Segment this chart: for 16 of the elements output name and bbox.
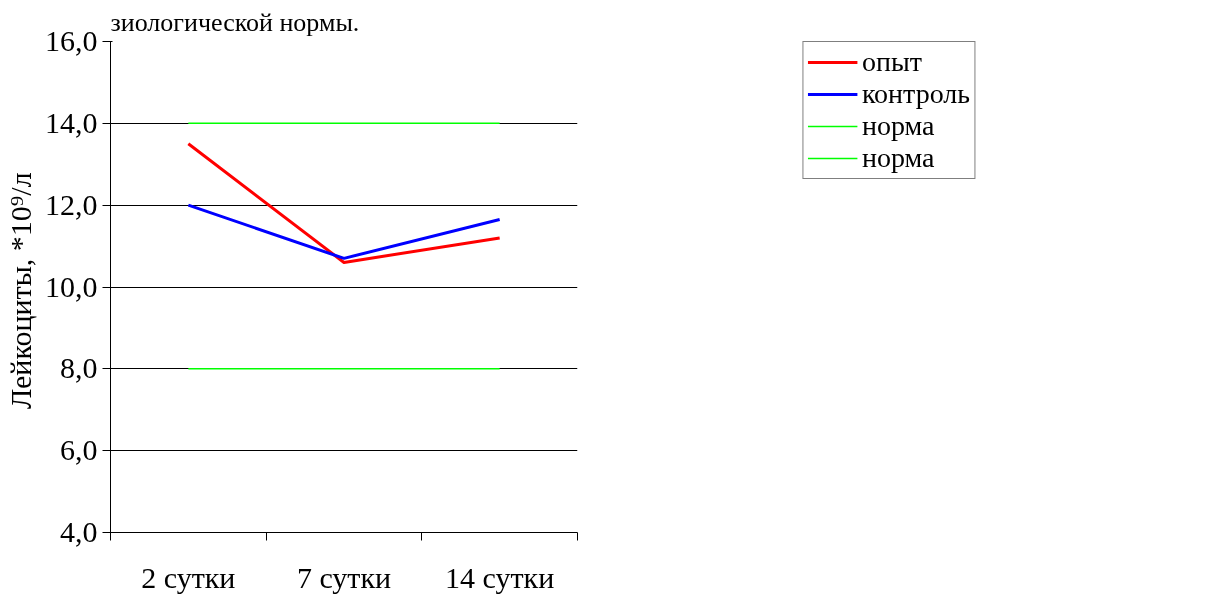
legend-label: норма	[861, 142, 935, 174]
y-tick-label: 6,0	[60, 433, 98, 467]
y-tick-label: 14,0	[45, 105, 98, 139]
y-tick-label: 16,0	[45, 24, 98, 57]
x-tick-label: 2 сутки	[141, 560, 236, 594]
y-tick-label: 12,0	[45, 187, 98, 221]
x-tick-label: 14 сутки	[445, 560, 555, 594]
legend-label: контроль	[861, 78, 971, 110]
text: зиологической нормы.	[110, 7, 360, 37]
y-tick-label: 8,0	[60, 351, 98, 385]
legend-label: опыт	[861, 46, 922, 78]
x-tick-label: 7 сутки	[296, 560, 392, 594]
legend-label: норма	[861, 110, 935, 142]
y-axis-title: Лейкоциты, *10⁹/л	[4, 172, 37, 410]
y-tick-label: 4,0	[60, 515, 98, 548]
y-tick-label: 10,0	[45, 269, 98, 303]
